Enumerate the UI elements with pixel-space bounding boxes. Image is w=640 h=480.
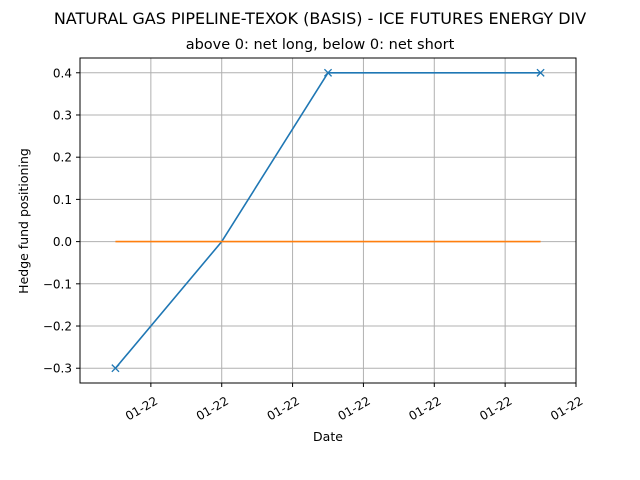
plot-area-frame bbox=[79, 57, 577, 384]
x-tick-label: 01-22 bbox=[477, 394, 514, 424]
markers-group bbox=[111, 68, 545, 373]
y-tick-label: 0.2 bbox=[53, 151, 72, 165]
chart-subtitle: above 0: net long, below 0: net short bbox=[186, 37, 455, 53]
x-tick-label: 01-22 bbox=[194, 394, 231, 424]
series-group bbox=[114, 71, 541, 369]
x-tick-label: 01-22 bbox=[406, 394, 443, 424]
y-tick-label: −0.2 bbox=[43, 320, 72, 334]
series-1-marker bbox=[323, 68, 333, 77]
y-tick-label: −0.1 bbox=[43, 277, 72, 291]
y-axis: −0.3 −0.2 −0.1 0.0 0.1 0.2 0.3 0.4 bbox=[43, 66, 80, 376]
x-tick-label: 01-22 bbox=[123, 394, 160, 424]
x-tick-label: 01-22 bbox=[336, 394, 373, 424]
grid bbox=[80, 58, 577, 383]
x-axis: 01-22 01-22 01-22 01-22 01-22 01-22 01-22 bbox=[123, 383, 585, 423]
series-1-marker bbox=[111, 364, 120, 373]
y-tick-label: −0.3 bbox=[43, 362, 72, 376]
x-axis-label: Date bbox=[313, 429, 343, 444]
chart-title: NATURAL GAS PIPELINE-TEXOK (BASIS) - ICE… bbox=[54, 9, 586, 28]
series-1-marker bbox=[536, 68, 545, 77]
x-tick-label: 01-22 bbox=[265, 394, 302, 424]
y-tick-label: 0.1 bbox=[53, 193, 72, 207]
y-tick-label: 0.4 bbox=[53, 66, 72, 80]
x-tick-label: 01-22 bbox=[548, 394, 585, 424]
series-1-line bbox=[114, 71, 541, 369]
y-tick-label: 0.0 bbox=[53, 235, 72, 249]
y-tick-label: 0.3 bbox=[53, 108, 72, 122]
y-axis-label: Hedge fund positioning bbox=[16, 148, 31, 294]
